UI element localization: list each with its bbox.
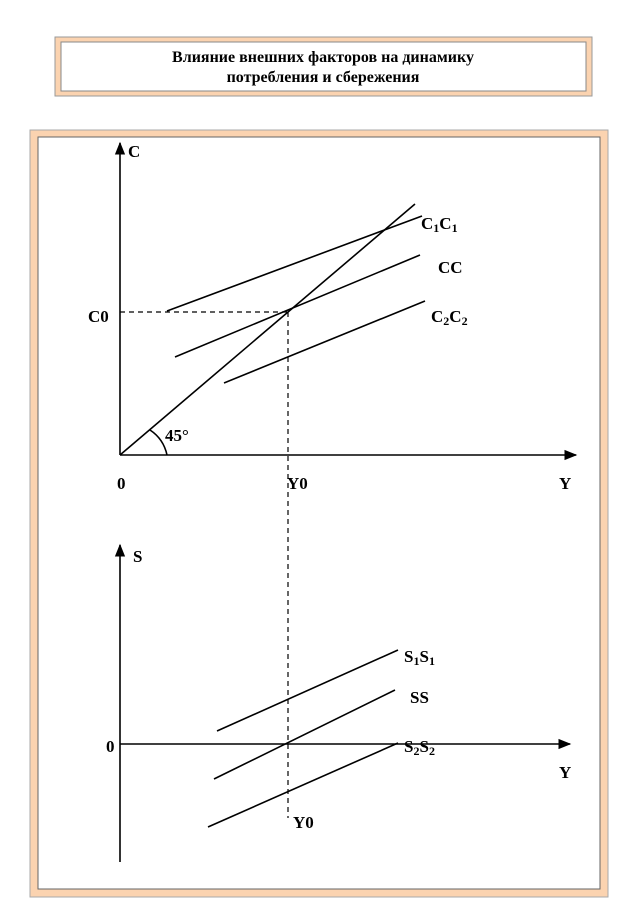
line-label: CC <box>438 258 463 277</box>
income-label: Y0 <box>293 813 314 832</box>
title-line: Влияние внешних факторов на динамику <box>172 49 474 66</box>
level-label: C0 <box>88 307 109 326</box>
line-45 <box>119 203 416 456</box>
income-label: Y0 <box>287 474 308 493</box>
curve-line <box>174 254 421 358</box>
axis-label: Y <box>559 763 571 782</box>
line-label: S2S2 <box>404 737 435 758</box>
curve-line <box>216 649 399 732</box>
curve-line <box>223 300 426 384</box>
origin-label: 0 <box>106 737 115 756</box>
line-label: SS <box>410 688 429 707</box>
line-label: C2C2 <box>431 307 468 328</box>
title-line: потребления и сбережения <box>227 69 420 86</box>
axis-label: Y <box>559 474 571 493</box>
curve-line <box>213 689 396 780</box>
top-graph: C Y 0 C0 Y0 45° C1C1 CC C2C2 <box>88 141 578 818</box>
axis-label: S <box>133 547 142 566</box>
bottom-graph: S Y 0 Y0 S1S1 SS S2S2 <box>106 543 571 862</box>
curve-line <box>207 742 399 828</box>
diagram-area <box>37 136 601 890</box>
axis-label: C <box>128 142 140 161</box>
title-box <box>60 41 587 92</box>
line-label: S1S1 <box>404 647 435 668</box>
origin-label: 0 <box>117 474 126 493</box>
line-label: C1C1 <box>421 214 458 235</box>
curve-line <box>166 215 423 312</box>
angle-arc <box>149 429 168 456</box>
angle-label: 45° <box>165 426 189 445</box>
